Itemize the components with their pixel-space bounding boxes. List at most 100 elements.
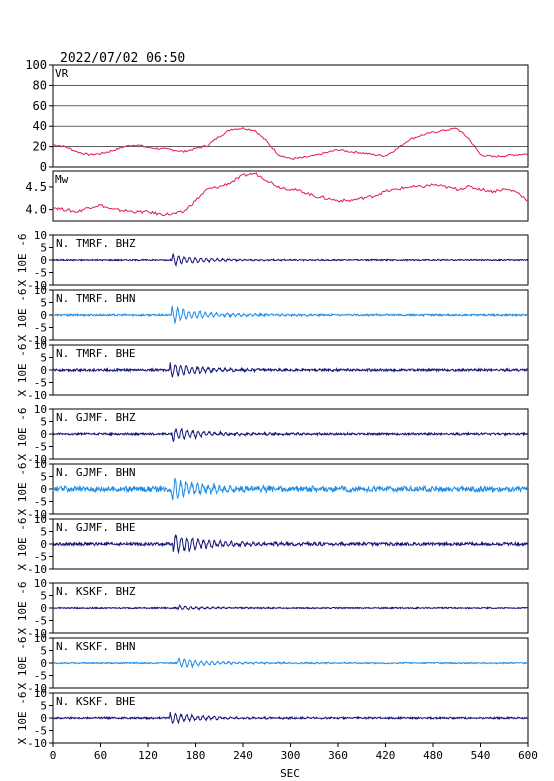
waveform-n-gjmf-bhn-ylabel: X 10E -6: [16, 463, 29, 516]
waveform-n-kskf-bhz-ylabel: X 10E -6: [16, 582, 29, 635]
waveform-n-gjmf-bhn-ytick-label: 5: [40, 471, 47, 484]
vr-panel-ytick-label: 40: [33, 119, 47, 133]
waveform-n-tmrf-bhz-ytick-label: 0: [40, 254, 47, 267]
mw-panel-ytick-label: 4.5: [25, 180, 47, 194]
waveform-n-gjmf-bhz-ylabel: X 10E -6: [16, 408, 29, 461]
waveform-n-tmrf-bhz-trace: [52, 252, 529, 268]
waveform-n-kskf-bhz-label: N. KSKF. BHZ: [56, 585, 136, 598]
waveform-n-tmrf-bhe-ytick-label: 0: [40, 364, 47, 377]
x-tick-label: 480: [423, 749, 443, 762]
waveform-n-tmrf-bhn-label: N. TMRF. BHN: [56, 292, 135, 305]
vr-panel-label: VR: [55, 67, 69, 80]
waveform-n-tmrf-bhz-ytick-label: 5: [40, 242, 47, 255]
vr-panel-ytick-label: 80: [33, 78, 47, 92]
waveform-n-tmrf-bhn-ytick-label: 0: [40, 309, 47, 322]
x-axis-label: SEC: [280, 767, 300, 780]
waveform-n-kskf-bhz-ytick-label: -5: [34, 615, 47, 628]
waveform-n-tmrf-bhz-ytick-label: -5: [34, 267, 47, 280]
waveform-n-gjmf-bhz-ytick-label: 5: [40, 416, 47, 429]
waveform-n-gjmf-bhe-trace: [52, 533, 529, 555]
waveform-n-tmrf-bhe-ytick-label: -5: [34, 377, 47, 390]
waveform-n-kskf-bhn-ytick-label: 0: [40, 657, 47, 670]
waveform-n-tmrf-bhz-label: N. TMRF. BHZ: [56, 237, 136, 250]
x-tick-label: 300: [281, 749, 301, 762]
waveform-n-gjmf-bhz-ytick-label: 10: [34, 403, 47, 416]
waveform-n-kskf-bhn-ytick-label: 5: [40, 645, 47, 658]
waveform-n-kskf-bhn-ytick-label: 10: [34, 632, 47, 645]
waveform-n-gjmf-bhe-ytick-label: 10: [34, 513, 47, 526]
x-tick-label: 60: [94, 749, 107, 762]
waveform-n-gjmf-bhe-label: N. GJMF. BHE: [56, 521, 135, 534]
waveform-n-tmrf-bhn-ytick-label: -5: [34, 322, 47, 335]
waveform-n-kskf-bhn-trace: [52, 657, 529, 669]
waveform-n-gjmf-bhz-ytick-label: -10: [27, 453, 47, 466]
waveform-n-kskf-bhn-ylabel: X 10E -6: [16, 637, 29, 690]
waveform-n-tmrf-bhz-ytick-label: 10: [34, 229, 47, 242]
waveform-n-kskf-bhz-ytick-label: 0: [40, 602, 47, 615]
x-tick-label: 600: [518, 749, 538, 762]
waveform-n-tmrf-bhe-label: N. TMRF. BHE: [56, 347, 135, 360]
waveform-n-gjmf-bhz-ytick-label: 0: [40, 428, 47, 441]
mw-panel: [52, 170, 529, 222]
waveform-n-tmrf-bhe-trace: [52, 362, 529, 378]
waveform-n-gjmf-bhe-ytick-label: -10: [27, 563, 47, 576]
waveform-n-gjmf-bhn-ytick-label: 10: [34, 458, 47, 471]
waveform-n-gjmf-bhn-label: N. GJMF. BHN: [56, 466, 135, 479]
waveform-n-kskf-bhe-trace: [52, 711, 529, 725]
waveform-n-gjmf-bhn-ytick-label: -10: [27, 508, 47, 521]
vr-panel-ytick-label: 100: [25, 58, 47, 72]
vr-panel-ytick-label: 0: [40, 160, 47, 174]
vr-panel: [52, 64, 529, 168]
x-tick-label: 360: [328, 749, 348, 762]
mw-panel-ytick-label: 4.0: [25, 203, 47, 217]
waveform-n-kskf-bhe-ytick-label: 10: [34, 687, 47, 700]
waveform-n-tmrf-bhn-ylabel: X 10E -6: [16, 289, 29, 342]
waveform-n-kskf-bhn-ytick-label: -10: [27, 682, 47, 695]
waveform-n-tmrf-bhn-ytick-label: 10: [34, 284, 47, 297]
waveform-n-kskf-bhe-ytick-label: -10: [27, 737, 47, 750]
waveform-n-gjmf-bhe-ytick-label: 0: [40, 538, 47, 551]
waveform-n-gjmf-bhz-label: N. GJMF. BHZ: [56, 411, 136, 424]
waveform-n-kskf-bhz-ytick-label: 10: [34, 577, 47, 590]
x-tick-label: 240: [233, 749, 253, 762]
waveform-n-gjmf-bhe-ytick-label: 5: [40, 526, 47, 539]
waveform-n-tmrf-bhz-ytick-label: -10: [27, 279, 47, 292]
waveform-n-kskf-bhe-label: N. KSKF. BHE: [56, 695, 135, 708]
waveform-n-kskf-bhz-trace: [52, 604, 529, 611]
mw-panel-label: Mw: [55, 173, 69, 186]
waveform-n-kskf-bhz-ytick-label: 5: [40, 590, 47, 603]
waveform-n-gjmf-bhn-trace: [52, 477, 529, 501]
x-tick-label: 0: [50, 749, 57, 762]
waveform-n-tmrf-bhe-ylabel: X 10E -6: [16, 344, 29, 397]
vr-panel-series-line: [52, 126, 529, 160]
timestamp-title: 2022/07/02 06:50: [60, 51, 185, 66]
x-tick-label: 540: [471, 749, 491, 762]
waveform-n-gjmf-bhz-trace: [52, 428, 528, 443]
waveform-n-kskf-bhe-ytick-label: 0: [40, 712, 47, 725]
waveform-n-gjmf-bhn-ytick-label: -5: [34, 496, 47, 509]
waveform-n-tmrf-bhe-ytick-label: 5: [40, 352, 47, 365]
waveform-n-kskf-bhn-ytick-label: -5: [34, 670, 47, 683]
waveform-n-kskf-bhe-ytick-label: 5: [40, 700, 47, 713]
vr-panel-ytick-label: 60: [33, 99, 47, 113]
waveform-n-gjmf-bhe-ytick-label: -5: [34, 551, 47, 564]
waveform-n-tmrf-bhe-ytick-label: 10: [34, 339, 47, 352]
waveform-n-tmrf-bhe-ytick-label: -10: [27, 389, 47, 402]
waveform-n-tmrf-bhz-ylabel: X 10E -6: [16, 234, 29, 287]
x-tick-label: 120: [138, 749, 158, 762]
waveform-n-kskf-bhe-ytick-label: -5: [34, 725, 47, 738]
waveform-n-tmrf-bhn-ytick-label: -10: [27, 334, 47, 347]
waveform-n-kskf-bhn-label: N. KSKF. BHN: [56, 640, 135, 653]
waveform-n-tmrf-bhn-ytick-label: 5: [40, 297, 47, 310]
waveform-n-kskf-bhe-ylabel: X 10E -6: [16, 692, 29, 745]
waveform-n-gjmf-bhe-ylabel: X 10E -6: [16, 518, 29, 571]
x-tick-label: 420: [376, 749, 396, 762]
x-tick-label: 180: [186, 749, 206, 762]
waveform-n-gjmf-bhz-ytick-label: -5: [34, 441, 47, 454]
waveform-n-gjmf-bhn-ytick-label: 0: [40, 483, 47, 496]
vr-panel-ytick-label: 20: [33, 140, 47, 154]
mw-panel-series-line: [52, 172, 529, 217]
waveform-n-tmrf-bhn-trace: [52, 304, 529, 324]
waveform-n-kskf-bhz-ytick-label: -10: [27, 627, 47, 640]
